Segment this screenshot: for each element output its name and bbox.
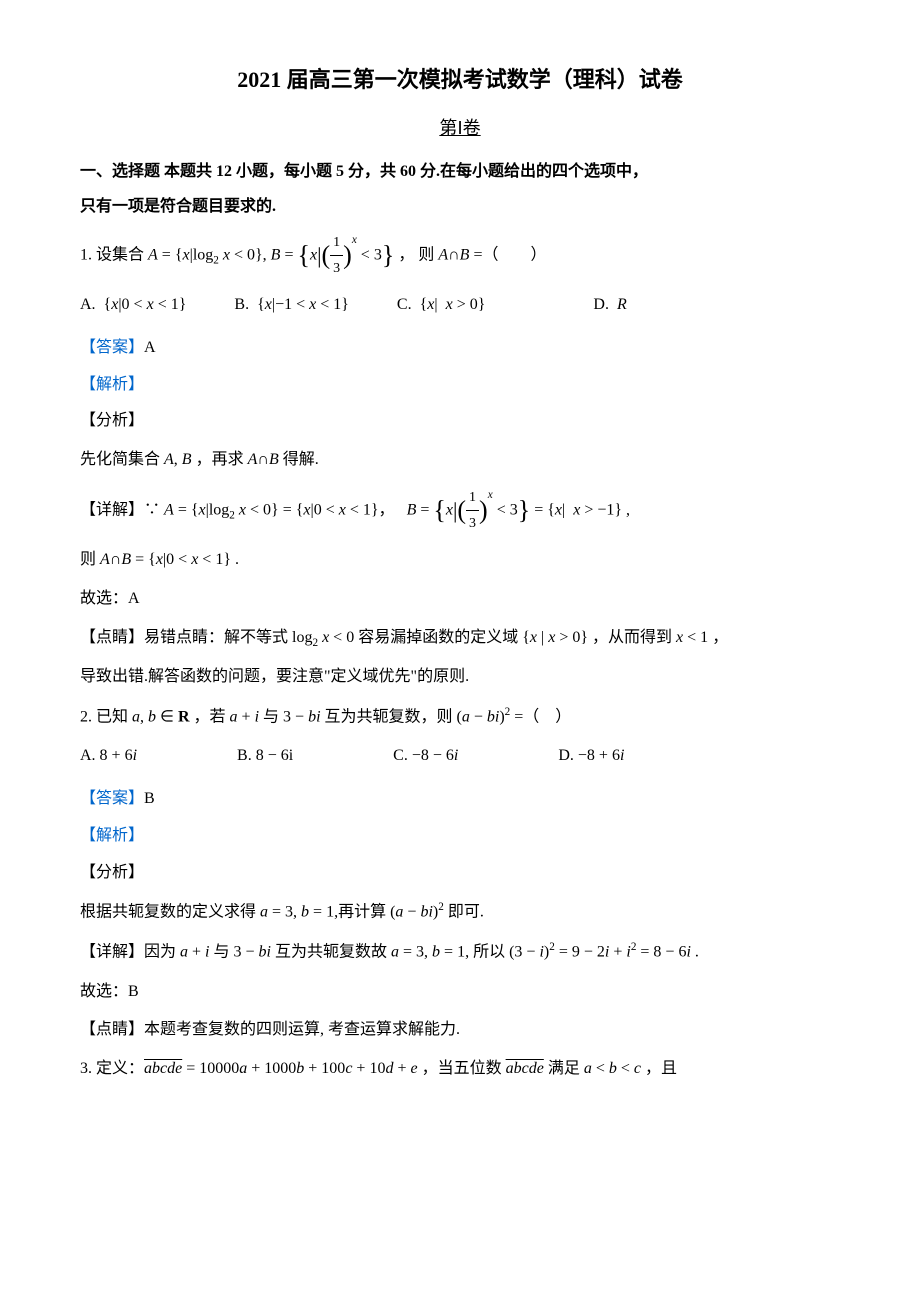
q1-opt-a: A. {x|0 < x < 1} (80, 291, 186, 320)
q3-stem-mid: ，当五位数 (418, 1060, 506, 1077)
q2-opt-d: D. −8 + 6i (558, 742, 624, 771)
q1-options: A. {x|0 < x < 1} B. {x|−1 < x < 1} C. {x… (80, 291, 840, 320)
q2-dianjing: 【点睛】本题考查复数的四则运算, 考查运算求解能力. (80, 1016, 840, 1045)
q1-opt-b: B. {x|−1 < x < 1} (234, 291, 349, 320)
section-header-2: 只有一项是符合题目要求的. (80, 193, 840, 222)
answer-value: B (144, 790, 155, 807)
q1-answer: 【答案】A (80, 334, 840, 363)
q1-stem: 1. 设集合 A = {x|log2 x < 0}, B = {x|(13)x … (80, 230, 840, 281)
q2-fenxi-text: 根据共轭复数的定义求得 a = 3, b = 1,再计算 (a − bi)2 即… (80, 897, 840, 927)
answer-value: A (144, 339, 156, 356)
detail-label: 【详解】 (80, 501, 144, 518)
answer-label: 【答案】 (80, 790, 144, 807)
q1-stem-post: ， 则 A∩B =（ ） (398, 246, 546, 263)
answer-label: 【答案】 (80, 339, 144, 356)
q1-dianjing2: 导致出错.解答函数的问题，要注意"定义域优先"的原则. (80, 663, 840, 692)
q3-stem-pre: 3. 定义： (80, 1060, 144, 1077)
q2-opt-c: C. −8 − 6i (393, 742, 458, 771)
q2-answer: 【答案】B (80, 785, 840, 814)
q2-fenxi: 【分析】 (80, 859, 840, 888)
q1-detail2: 则 A∩B = {x|0 < x < 1} . (80, 546, 840, 575)
overline-abcde-2: abcde (506, 1060, 544, 1077)
q2-options: A. 8 + 6i B. 8 − 6i C. −8 − 6i D. −8 + 6… (80, 742, 840, 771)
q2-detail: 【详解】因为 a + i 与 3 − bi 互为共轭复数故 a = 3, b =… (80, 937, 840, 967)
q1-fenxi-text: 先化简集合 A, B ，再求 A∩B 得解. (80, 446, 840, 475)
page-title: 2021 届高三第一次模拟考试数学（理科）试卷 (80, 60, 840, 100)
q1-opt-c: C. {x| x > 0} (397, 291, 485, 320)
q2-opt-b: B. 8 − 6i (237, 742, 293, 771)
overline-abcde: abcde (144, 1060, 182, 1077)
q1-fenxi: 【分析】 (80, 407, 840, 436)
q1-stem-math: A (148, 246, 158, 263)
page-subtitle: 第Ⅰ卷 (80, 112, 840, 144)
q3-stem: 3. 定义：abcde = 10000a + 1000b + 100c + 10… (80, 1055, 840, 1084)
q1-dianjing: 【点睛】易错点睛：解不等式 log2 x < 0 容易漏掉函数的定义域 {x |… (80, 624, 840, 653)
q2-conclude: 故选：B (80, 978, 840, 1007)
q2-opt-a: A. 8 + 6i (80, 742, 137, 771)
q2-jiexi: 【解析】 (80, 822, 840, 851)
q1-conclude: 故选：A (80, 585, 840, 614)
q1-jiexi: 【解析】 (80, 371, 840, 400)
q3-stem-post: 满足 a < b < c ，且 (544, 1060, 677, 1077)
q1-detail: 【详解】∵ A = {x|log2 x < 0} = {x|0 < x < 1}… (80, 485, 840, 536)
section-header-1: 一、选择题 本题共 12 小题，每小题 5 分，共 60 分.在每小题给出的四个… (80, 158, 840, 187)
q1-opt-d: D. R (593, 291, 626, 320)
q2-stem: 2. 已知 a, b ∈ R ，若 a + i 与 3 − bi 互为共轭复数，… (80, 702, 840, 732)
q1-stem-pre: 1. 设集合 (80, 246, 148, 263)
